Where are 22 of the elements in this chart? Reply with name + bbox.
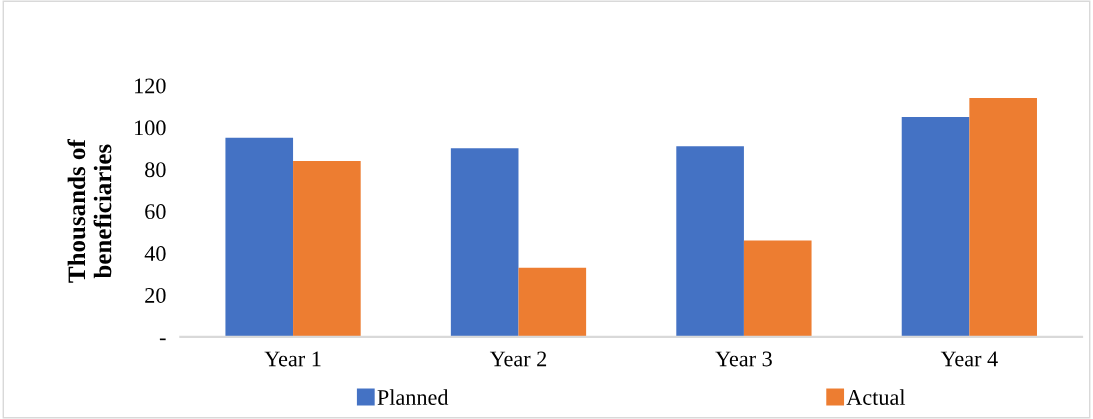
x-tick-label: Year 4 [940,351,998,367]
bar [743,240,812,337]
bar [225,137,294,337]
bar [293,160,361,337]
bar [969,98,1037,337]
y-tick-label: 60 [145,204,166,220]
x-tick-label: Year 3 [715,351,772,367]
y-tick-label: 40 [144,246,166,261]
y-tick-label: 80 [145,162,166,178]
y-tick-label: 20 [145,287,166,303]
x-tick-label: Year 1 [264,351,321,367]
legend-label: Actual [846,389,906,405]
y-tick-label: 120 [135,78,166,94]
y-tick-label: 100 [135,120,166,136]
legend-label: Planned [377,389,449,405]
bar [518,267,587,337]
bar [901,116,970,337]
bar [450,148,519,337]
x-tick-label: Year 2 [489,351,547,367]
bar [676,146,744,337]
y-tick-label: - [159,338,166,341]
y-axis-title: Thousands of beneficiaries [67,139,112,283]
